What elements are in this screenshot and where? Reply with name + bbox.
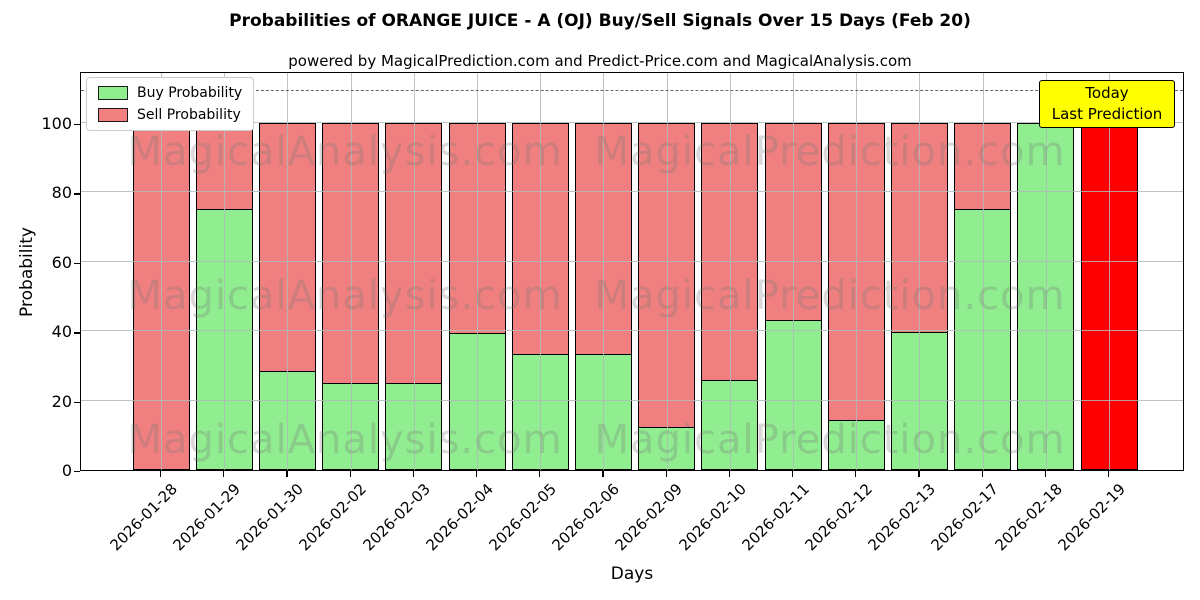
legend: Buy Probability Sell Probability [86,77,255,131]
vertical-gridline [477,73,478,470]
x-tick-label: 2026-02-11 [738,480,813,555]
buy-swatch-icon [98,86,128,100]
x-tick-label: 2026-02-10 [675,480,750,555]
legend-item-sell: Sell Probability [98,107,242,123]
watermark-analysis: MagicalAnalysis.com [127,129,563,175]
x-tick-label: 2026-02-19 [1054,480,1129,555]
x-tick-label: 2026-02-04 [422,480,497,555]
watermark-analysis: MagicalAnalysis.com [127,417,563,463]
x-tick-label: 2026-01-28 [106,480,181,555]
plot-area [80,72,1184,471]
vertical-gridline [224,73,226,470]
x-tick-mark [918,471,920,477]
y-tick-label: 80 [51,183,72,203]
y-tick-label: 20 [51,391,72,411]
vertical-gridline [919,73,921,470]
x-tick-mark [728,471,731,477]
horizontal-gridline [81,399,1183,401]
y-tick-label: 100 [41,114,72,134]
y-tick-mark [74,193,80,195]
legend-item-buy: Buy Probability [98,85,242,101]
watermark-prediction: MagicalPrediction.com [594,129,1066,175]
x-tick-label: 2026-02-02 [295,480,371,555]
vertical-gridline [666,73,668,470]
vertical-gridline [603,73,605,470]
vertical-gridline [413,73,415,470]
y-tick-label: 0 [61,461,72,480]
watermark-analysis: MagicalAnalysis.com [127,273,563,319]
vertical-gridline [856,73,858,470]
chart-title: Probabilities of ORANGE JUICE - A (OJ) B… [229,11,971,31]
x-tick-label: 2026-02-18 [991,480,1066,555]
vertical-gridline [350,73,352,470]
x-tick-mark [476,471,478,477]
x-tick-mark [602,471,604,477]
vertical-gridline [793,73,794,470]
y-tick-mark [74,471,80,473]
x-tick-label: 2026-02-06 [548,480,624,555]
x-tick-mark [539,471,541,477]
x-tick-label: 2026-02-05 [485,480,560,555]
x-tick-label: 2026-02-17 [927,480,1003,555]
x-axis-label: Days [610,564,654,584]
x-tick-mark [349,471,351,477]
horizontal-gridline [81,191,1183,193]
vertical-gridline [982,73,984,470]
x-tick-label: 2026-01-29 [169,480,244,555]
horizontal-gridline [81,330,1183,332]
y-tick-mark [74,262,80,265]
x-tick-label: 2026-02-12 [801,480,876,555]
vertical-gridline [161,73,162,470]
legend-label-buy: Buy Probability [137,85,243,101]
x-tick-label: 2026-02-13 [864,480,940,555]
vertical-gridline [540,73,542,470]
x-tick-mark [792,471,794,477]
legend-label-sell: Sell Probability [137,107,241,123]
watermark-prediction: MagicalPrediction.com [594,273,1066,319]
x-tick-mark [981,471,983,477]
vertical-gridline [1109,73,1110,470]
vertical-gridline [287,73,289,470]
today-annotation: Today Last Prediction [1039,80,1175,128]
today-annotation-line2: Last Prediction [1051,105,1163,123]
horizontal-gridline [81,260,1183,262]
chart-subtitle: powered by MagicalPrediction.com and Pre… [288,52,912,70]
x-tick-mark [855,471,857,477]
x-tick-mark [412,471,415,477]
y-tick-mark [74,124,80,126]
today-annotation-line1: Today [1085,84,1129,102]
dashed-guideline [81,90,1183,92]
y-tick-label: 40 [51,322,72,342]
x-tick-mark [223,471,225,477]
vertical-gridline [729,73,731,470]
y-tick-label: 60 [51,252,72,272]
x-tick-label: 2026-01-30 [232,480,308,555]
x-tick-mark [286,471,288,477]
x-tick-mark [1108,471,1110,477]
x-tick-label: 2026-02-03 [359,480,434,555]
y-tick-mark [74,401,80,403]
horizontal-gridline [81,122,1183,124]
vertical-gridline [1045,73,1047,470]
x-tick-mark [160,471,162,477]
y-tick-mark [74,332,80,334]
watermark-prediction: MagicalPrediction.com [594,417,1066,463]
x-tick-mark [665,471,667,477]
sell-swatch-icon [98,108,128,122]
x-tick-label: 2026-02-09 [611,480,687,555]
x-tick-mark [1044,471,1047,477]
